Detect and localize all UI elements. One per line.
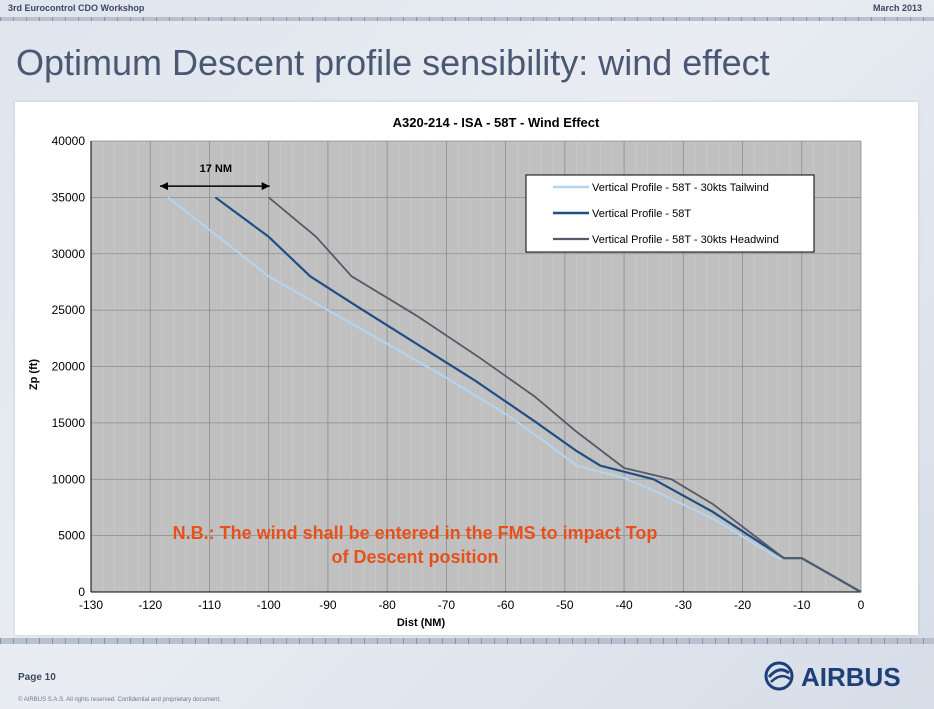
y-tick-label: 25000 bbox=[52, 303, 86, 317]
chart: -130 -120 -110 -100 -90 -80 -70 -60 -50 -40 -30 -20… bbox=[28, 115, 865, 629]
airbus-logo-text: AIRBUS bbox=[801, 662, 901, 692]
legend-entry-2: Vertical Profile - 58T bbox=[592, 208, 691, 220]
series-line-1 bbox=[167, 196, 862, 593]
copyright-notice: © AIRBUS S.A.S. All rights reserved. Con… bbox=[18, 697, 221, 703]
y-axis-label: Zp (ft) bbox=[28, 359, 40, 390]
x-tick-label: -10 bbox=[793, 598, 811, 612]
y-tick-label: 15000 bbox=[52, 416, 86, 430]
header-date: March 2013 bbox=[872, 3, 922, 13]
x-tick-label: -30 bbox=[675, 598, 693, 612]
top-divider bbox=[0, 17, 934, 21]
y-tick-label: 20000 bbox=[52, 360, 86, 374]
legend-entry-3: Vertical Profile - 58T - 30kts Headwind bbox=[592, 234, 779, 246]
x-axis-label: Dist (NM) bbox=[397, 617, 446, 629]
y-tick-label: 35000 bbox=[52, 190, 86, 204]
legend-entry-1: Vertical Profile - 58T - 30kts Tailwind bbox=[592, 182, 769, 194]
distance-arrow-head-left bbox=[160, 182, 168, 191]
x-tick-label: -20 bbox=[734, 598, 752, 612]
slide-title: Optimum Descent profile sensibility: win… bbox=[16, 42, 770, 83]
x-tick-label: -100 bbox=[257, 598, 281, 612]
chart-title: A320-214 - ISA - 58T - Wind Effect bbox=[393, 115, 600, 130]
x-tick-label: -130 bbox=[79, 598, 103, 612]
wind-note-line-2: of Descent position bbox=[331, 547, 498, 567]
y-tick-label: 0 bbox=[78, 585, 85, 599]
x-tick-label: -120 bbox=[138, 598, 162, 612]
header-workshop: 3rd Eurocontrol CDO Workshop bbox=[8, 3, 145, 13]
x-tick-label: -50 bbox=[556, 598, 574, 612]
y-tick-label: 30000 bbox=[52, 247, 86, 261]
x-tick-label: -40 bbox=[615, 598, 633, 612]
y-tick-label: 5000 bbox=[58, 529, 85, 543]
x-tick-label: -60 bbox=[497, 598, 515, 612]
page-number: Page 10 bbox=[18, 672, 56, 683]
x-tick-label: -110 bbox=[198, 598, 221, 612]
wind-note-line-1: N.B.: The wind shall be entered in the F… bbox=[173, 523, 658, 543]
distance-arrow-head-right bbox=[261, 182, 270, 191]
x-tick-label: -90 bbox=[319, 598, 337, 612]
y-tick-label: 10000 bbox=[52, 472, 86, 486]
bottom-divider bbox=[0, 638, 934, 644]
y-tick-label: 40000 bbox=[52, 134, 86, 148]
airbus-logo-icon bbox=[764, 661, 794, 691]
series-line-3 bbox=[268, 196, 862, 593]
x-tick-label: -70 bbox=[438, 598, 456, 612]
x-tick-label: 0 bbox=[858, 598, 865, 612]
distance-label: 17 NM bbox=[200, 163, 232, 175]
series-line-2 bbox=[214, 196, 862, 593]
airbus-logo: AIRBUS bbox=[764, 661, 901, 692]
x-tick-label: -80 bbox=[378, 598, 396, 612]
